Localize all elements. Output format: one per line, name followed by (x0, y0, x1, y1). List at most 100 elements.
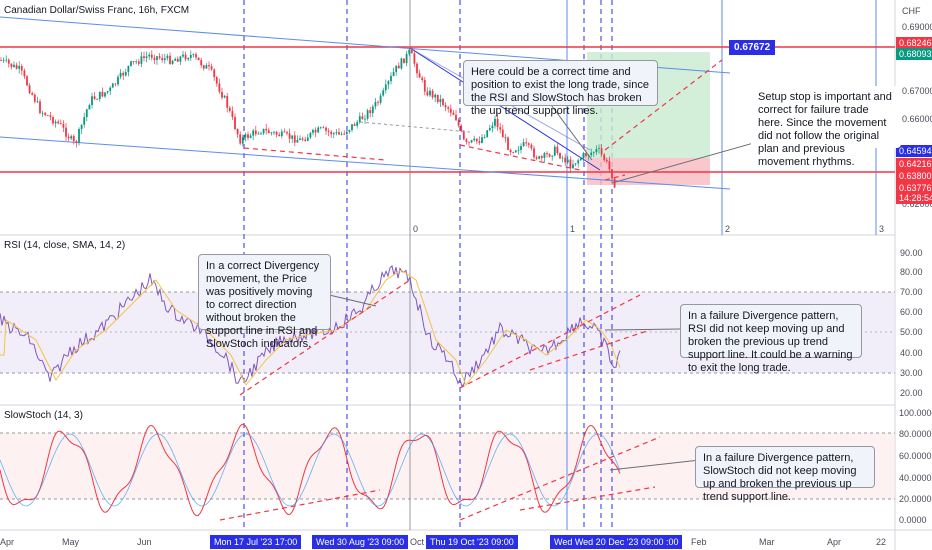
candle-body (494, 118, 496, 126)
candle-body (93, 96, 96, 99)
candle-body (163, 58, 166, 61)
candle-body (254, 130, 257, 135)
rsi-failure-divergence-note[interactable]: In a failure Divergence pattern, RSI did… (680, 304, 862, 374)
candle-body (585, 153, 587, 157)
candle-body (543, 153, 546, 158)
candle-body (371, 106, 374, 114)
candle-body (75, 141, 78, 143)
cycle-number: 1 (570, 224, 576, 234)
candle-body (236, 128, 239, 135)
candle-body (553, 146, 556, 156)
candle-body (195, 54, 197, 58)
stoch-d-line (0, 433, 621, 507)
candle-body (556, 146, 559, 154)
candle-body (566, 159, 569, 163)
candle-body (52, 117, 54, 124)
candle-body (296, 139, 299, 143)
candle-body (187, 58, 190, 60)
stoch-k-line (0, 423, 621, 517)
candle-body (189, 54, 192, 59)
stop-setup-note[interactable]: Setup stop is important and correct for … (751, 86, 901, 168)
candle-body (546, 153, 548, 155)
candle-body (130, 61, 132, 66)
candle-body (356, 122, 359, 126)
candle-body (15, 64, 18, 69)
candle-body (226, 95, 229, 108)
candle-body (96, 98, 99, 100)
candle-body (314, 129, 317, 133)
date-marker: Mon 17 Jul '23 17:00 (210, 535, 302, 549)
candle-body (582, 153, 585, 159)
candle-body (228, 107, 231, 112)
channel-lower-line[interactable] (0, 136, 731, 190)
candle-body (257, 133, 260, 135)
downtrend-line[interactable] (409, 47, 601, 171)
candle-body (80, 124, 83, 130)
candle-body (215, 77, 218, 84)
candle-body (213, 69, 216, 78)
time-label: Mar (759, 537, 775, 547)
candle-body (309, 132, 312, 138)
candle-body (327, 130, 330, 132)
exit-trade-note[interactable]: Here could be a correct time and positio… (463, 60, 658, 117)
candle-body (23, 70, 26, 77)
candle-body (36, 101, 39, 103)
candle-body (262, 128, 265, 134)
candle-body (439, 98, 442, 103)
candle-body (322, 127, 325, 129)
target-price-label[interactable]: 0.67672 (729, 40, 776, 55)
candle-body (449, 108, 452, 113)
rsi-tick: 40.00 (900, 348, 923, 358)
candle-body (265, 128, 268, 131)
stoch-tick: 80.0000 (899, 429, 932, 439)
candle-body (65, 127, 67, 137)
chart-title: Canadian Dollar/Swiss Franc, 16h, FXCM (4, 5, 190, 16)
rsi-correct-divergence-note[interactable]: In a correct Divergency movement, the Pr… (198, 254, 331, 350)
time-label: Apr (0, 537, 15, 547)
candle-body (452, 112, 455, 115)
candle-body (221, 91, 223, 98)
candle-body (403, 58, 405, 64)
candle-body (278, 134, 281, 137)
candle-body (611, 169, 613, 179)
candle-body (161, 57, 164, 61)
stoch-tick: 0.0000 (899, 515, 927, 525)
candle-body (496, 118, 499, 128)
candle-body (468, 141, 470, 143)
candle-body (564, 157, 567, 163)
stoch-failure-divergence-note[interactable]: In a failure Divergence pattern, SlowSto… (695, 446, 875, 503)
candle-body (5, 59, 8, 61)
candle-body (111, 83, 114, 88)
price-tag-resistance: 0.68246 (896, 37, 932, 49)
rsi-projection-lines (239, 279, 651, 396)
candle-body (538, 156, 541, 159)
candle-body (525, 142, 528, 144)
candle-body (249, 135, 252, 138)
candle-body (579, 158, 582, 161)
candle-body (577, 160, 580, 164)
candle-body (520, 146, 522, 150)
time-label: Jun (137, 537, 152, 547)
candle-body (408, 49, 411, 54)
candle-body (54, 121, 57, 124)
candle-body (83, 117, 86, 125)
countdown-timer: 14:28:54 (896, 192, 932, 204)
stoch-title: SlowStoch (14, 3) (4, 410, 83, 421)
time-label: Apr (827, 537, 842, 547)
candle-body (244, 134, 247, 138)
candle-body (283, 131, 286, 133)
candle-body (418, 73, 421, 78)
candle-body (358, 116, 361, 123)
rsi-tick: 50.00 (900, 327, 923, 337)
price-candles (0, 47, 616, 189)
rsi-tick: 80.00 (900, 267, 923, 277)
candle-body (2, 59, 5, 61)
candle-body (91, 96, 93, 105)
candle-body (247, 134, 249, 138)
candle-body (434, 94, 437, 98)
candle-body (7, 59, 10, 64)
candle-body (231, 111, 234, 118)
stoch-tick: 20.0000 (899, 494, 932, 504)
candle-body (475, 138, 478, 142)
time-label: Oct (410, 537, 425, 547)
